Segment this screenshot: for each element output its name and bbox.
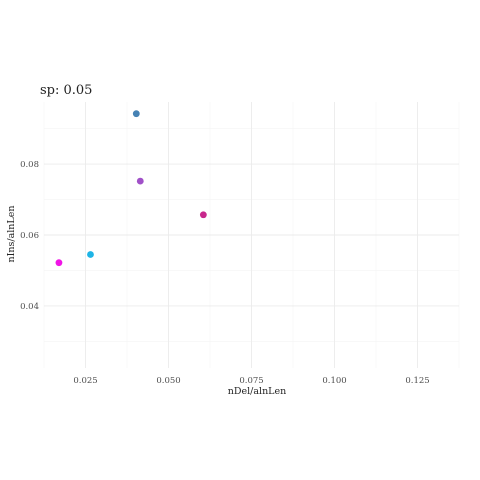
y-axis-label: nIns/alnLen — [6, 206, 17, 263]
chart-title: sp: 0.05 — [40, 83, 92, 98]
x-tick-label: 0.125 — [405, 376, 429, 386]
grid — [43, 102, 460, 368]
x-tick-label: 0.025 — [73, 376, 97, 386]
data-point — [136, 177, 144, 185]
x-tick-label: 0.050 — [156, 376, 180, 386]
data-point — [132, 110, 140, 118]
data-point — [55, 259, 63, 267]
x-axis-label: nDel/alnLen — [228, 386, 286, 397]
x-tick-label: 0.100 — [322, 376, 346, 386]
x-tick-label: 0.075 — [239, 376, 263, 386]
data-points — [55, 110, 207, 267]
y-tick-label: 0.04 — [20, 302, 39, 312]
data-point — [199, 211, 207, 219]
data-point — [87, 251, 94, 258]
x-axis-ticks: 0.025 0.050 0.075 0.100 0.125 — [73, 376, 429, 386]
y-tick-label: 0.08 — [20, 160, 39, 170]
y-axis-ticks: 0.04 0.06 0.08 — [20, 160, 39, 312]
y-tick-label: 0.06 — [20, 231, 39, 241]
